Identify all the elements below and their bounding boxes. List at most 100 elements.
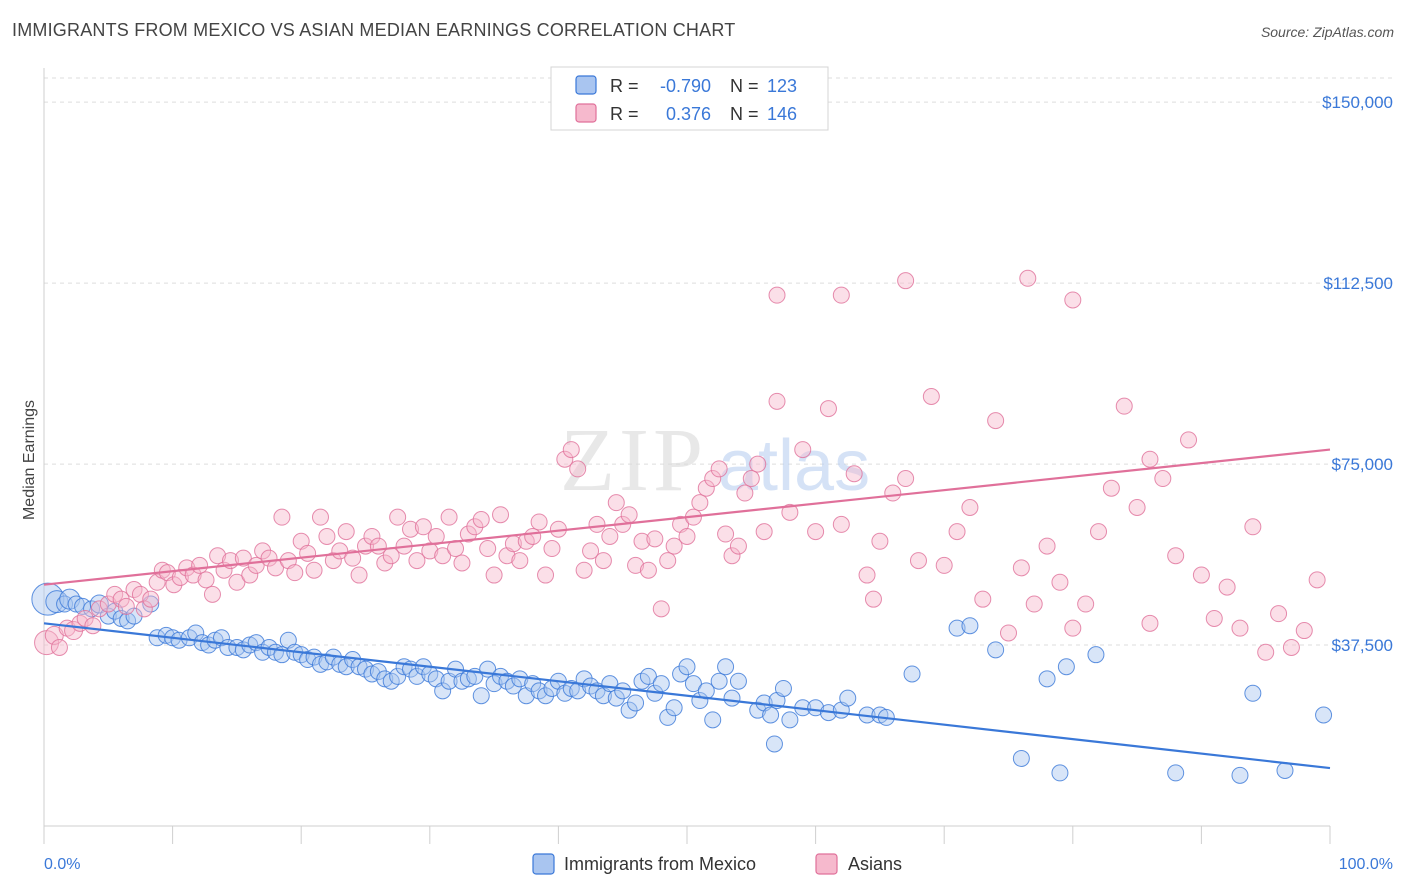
data-point xyxy=(165,576,183,594)
data-point xyxy=(1315,706,1333,724)
legend-top: R = -0.790 N = 123 R = 0.376 N = 146 xyxy=(550,66,829,131)
data-point xyxy=(781,711,799,729)
data-point xyxy=(254,542,272,560)
data-point xyxy=(729,537,747,555)
data-point xyxy=(209,547,227,565)
data-point xyxy=(987,641,1005,659)
data-point xyxy=(864,590,882,608)
data-point xyxy=(1025,595,1043,613)
data-point xyxy=(466,518,484,536)
data-point xyxy=(1192,566,1210,584)
data-point xyxy=(90,600,108,618)
data-point xyxy=(376,554,394,572)
data-point xyxy=(659,552,677,570)
data-point xyxy=(723,547,741,565)
watermark-atlas: atlas xyxy=(718,426,870,506)
data-point xyxy=(717,658,735,676)
data-point xyxy=(530,513,548,531)
data-point xyxy=(839,689,857,707)
data-point xyxy=(922,388,940,406)
data-point xyxy=(684,675,702,693)
data-point xyxy=(1308,571,1326,589)
data-point xyxy=(1244,518,1262,536)
data-point xyxy=(389,508,407,526)
data-point xyxy=(1051,764,1069,782)
data-point xyxy=(537,566,555,584)
data-point xyxy=(1141,450,1159,468)
data-point xyxy=(363,665,381,683)
data-point xyxy=(871,706,889,724)
data-point xyxy=(228,638,246,656)
data-point xyxy=(774,679,792,697)
data-point xyxy=(31,582,65,616)
data-point xyxy=(311,508,329,526)
data-point xyxy=(633,532,651,550)
data-point xyxy=(1276,762,1294,780)
data-point xyxy=(768,286,786,304)
data-point xyxy=(543,540,561,558)
data-point xyxy=(305,561,323,579)
legend-bottom-swatch-blue xyxy=(532,853,555,875)
data-point xyxy=(472,687,490,705)
data-point xyxy=(678,658,696,676)
data-point xyxy=(575,561,593,579)
data-point xyxy=(704,470,722,488)
data-point xyxy=(935,556,953,574)
legend-n-label-blue: N = xyxy=(730,76,759,96)
data-point xyxy=(84,617,102,635)
data-point xyxy=(672,665,690,683)
data-point xyxy=(627,556,645,574)
data-point xyxy=(723,689,741,707)
data-point xyxy=(665,699,683,717)
legend-r-value-pink: 0.376 xyxy=(666,104,711,124)
data-point xyxy=(421,542,439,560)
data-point xyxy=(89,594,109,614)
data-point xyxy=(363,527,381,545)
data-point xyxy=(1167,547,1185,565)
data-point xyxy=(206,631,224,649)
data-point xyxy=(1180,431,1198,449)
legend-bottom-swatch-pink xyxy=(815,853,838,875)
data-point xyxy=(646,530,664,548)
data-point xyxy=(845,465,863,483)
legend-bottom-label-blue: Immigrants from Mexico xyxy=(564,854,756,874)
data-point xyxy=(50,638,68,656)
series-immigrants-from-mexico xyxy=(31,582,1333,784)
y-axis-tick-labels: $37,500 $75,000 $112,500 $150,000 xyxy=(1322,93,1393,655)
data-point xyxy=(697,479,715,497)
data-point xyxy=(286,564,304,582)
data-point xyxy=(781,503,799,521)
data-point xyxy=(710,460,728,478)
data-point xyxy=(755,523,773,541)
data-point xyxy=(1038,537,1056,555)
trend-lines xyxy=(43,448,1331,770)
data-point xyxy=(704,711,722,729)
data-point xyxy=(184,566,202,584)
data-point xyxy=(67,595,85,613)
data-point xyxy=(1257,643,1275,661)
y-tick-label: $75,000 xyxy=(1332,455,1393,474)
data-point xyxy=(453,672,471,690)
data-point xyxy=(691,494,709,512)
data-point xyxy=(807,699,825,717)
watermark-zip: ZIP xyxy=(560,411,707,510)
data-point xyxy=(1077,595,1095,613)
data-point xyxy=(832,515,850,533)
legend-n-value-pink: 146 xyxy=(767,104,797,124)
data-point xyxy=(479,540,497,558)
data-point xyxy=(765,735,783,753)
data-point xyxy=(884,484,902,502)
data-point xyxy=(652,600,670,618)
data-point xyxy=(311,655,329,673)
data-point xyxy=(897,470,915,488)
legend-n-label-pink: N = xyxy=(730,104,759,124)
data-point xyxy=(376,670,394,688)
data-point xyxy=(794,441,812,459)
axes xyxy=(43,68,1331,844)
data-point xyxy=(807,523,825,541)
data-point xyxy=(607,494,625,512)
chart-title: IMMIGRANTS FROM MEXICO VS ASIAN MEDIAN E… xyxy=(12,20,736,40)
data-point xyxy=(1231,766,1249,784)
data-point xyxy=(1270,605,1288,623)
